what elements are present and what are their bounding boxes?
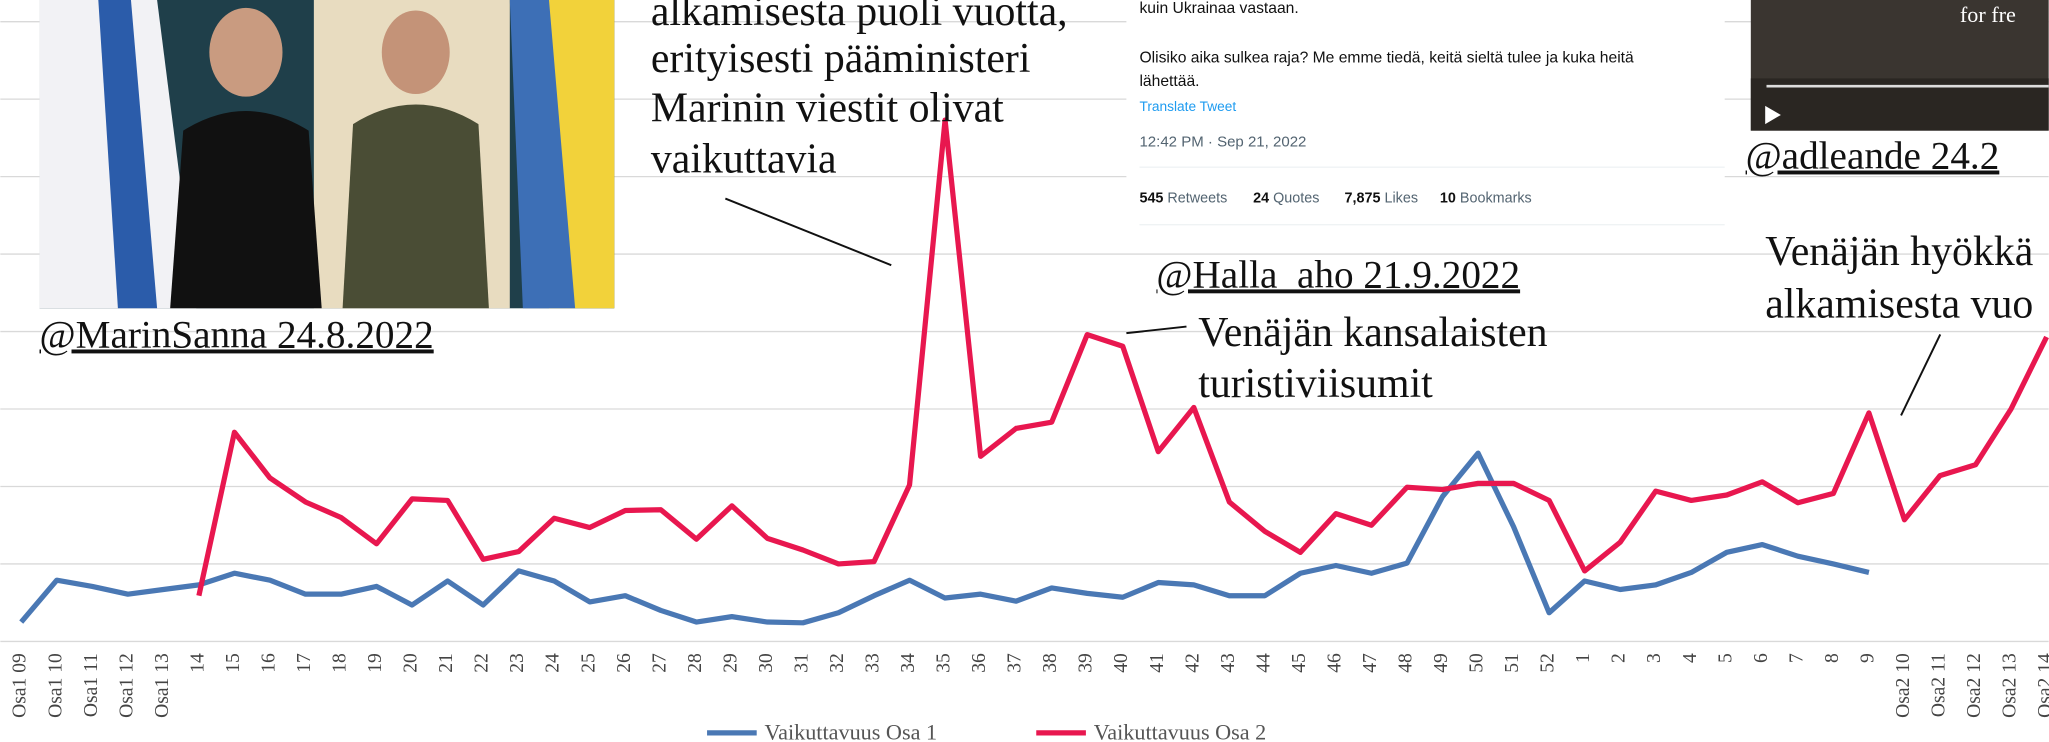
x-tick-label: Osa1 11 <box>81 653 102 717</box>
x-tick-label: 39 <box>1076 653 1097 673</box>
tweet: kuin Ukrainaa vastaan. Olisiko aika sulk… <box>1126 0 1724 225</box>
x-tick-label: 45 <box>1289 653 1310 673</box>
x-tick-label: 37 <box>1005 653 1026 673</box>
x-tick-label: 36 <box>969 653 990 673</box>
x-tick-label: Osa2 14 <box>2035 653 2049 718</box>
x-tick-label: 21 <box>436 653 457 673</box>
annotation: turistiviisumit <box>1198 361 1433 407</box>
tweet-stat[interactable]: 545 Retweets <box>1139 190 1227 206</box>
annotation: alkamisesta vuo <box>1765 281 2033 327</box>
stat-label: Likes <box>1384 190 1418 206</box>
series-line <box>21 453 1869 623</box>
x-tick-label: 20 <box>401 653 422 673</box>
leader-line <box>725 199 891 266</box>
x-tick-label: 25 <box>578 653 599 673</box>
x-tick-label: Osa1 09 <box>10 653 31 718</box>
video-caption: for fre <box>1960 2 2016 27</box>
tweet-time: 12:42 PM · Sep 21, 2022 <box>1139 133 1306 150</box>
annotation: Venäjän hyökkä <box>1765 229 2033 275</box>
x-tick-label: 48 <box>1395 653 1416 673</box>
x-tick-label: 44 <box>1253 653 1274 673</box>
leader-line <box>1901 334 1940 415</box>
tweet-text: kuin Ukrainaa vastaan. <box>1139 0 1298 17</box>
stat-label: Quotes <box>1273 190 1319 206</box>
x-tick-label: 23 <box>507 653 528 673</box>
tweet-stat[interactable]: 24 Quotes <box>1253 190 1319 206</box>
x-tick-label: 32 <box>827 653 848 673</box>
tweet-stat[interactable]: 10 Bookmarks <box>1440 190 1532 206</box>
x-tick-label: 43 <box>1218 653 1239 673</box>
legend-label: Vaikuttavuus Osa 2 <box>1094 719 1267 742</box>
x-tick-label: 14 <box>187 653 208 673</box>
annotation: erityisesti pääministeri <box>651 36 1031 82</box>
stat-count: 10 <box>1440 190 1456 206</box>
x-tick-label: 17 <box>294 653 315 673</box>
x-tick-label: 8 <box>1822 653 1843 663</box>
annotation: Marinin viestit olivat <box>651 85 1004 131</box>
x-tick-label: 22 <box>472 653 493 673</box>
stat-count: 545 <box>1139 190 1163 206</box>
tweet-stat[interactable]: 7,875 Likes <box>1345 190 1418 206</box>
x-tick-label: 19 <box>365 653 386 673</box>
translate-link[interactable]: Translate Tweet <box>1139 99 1236 114</box>
x-tick-label: 5 <box>1715 653 1736 663</box>
legend-label: Vaikuttavuus Osa 1 <box>765 719 938 742</box>
chart: Osa1 09Osa1 10Osa1 11Osa1 12Osa1 1314151… <box>0 0 2049 742</box>
x-tick-label: 30 <box>756 653 777 673</box>
x-tick-label: Osa2 13 <box>2000 653 2021 718</box>
x-tick-label: 35 <box>934 653 955 673</box>
annotation-caption: @adleande 24.2 <box>1746 135 2000 178</box>
stat-count: 24 <box>1253 190 1269 206</box>
video: for fre <box>1751 0 2049 131</box>
x-tick-label: 26 <box>614 653 635 673</box>
x-tick-label: 38 <box>1040 653 1061 673</box>
x-tick-label: 3 <box>1644 653 1665 663</box>
x-tick-label: 46 <box>1324 653 1345 673</box>
x-tick-label: 7 <box>1786 653 1807 663</box>
x-tick-label: 40 <box>1111 653 1132 673</box>
x-tick-label: 50 <box>1467 653 1488 673</box>
x-tick-label: Osa1 12 <box>116 653 137 718</box>
x-tick-label: 33 <box>863 653 884 673</box>
tweet-text: lähettää. <box>1139 73 1199 90</box>
stat-label: Bookmarks <box>1460 190 1532 206</box>
photo <box>40 0 615 308</box>
tweet-text: Olisiko aika sulkea raja? Me emme tiedä,… <box>1139 50 1634 67</box>
x-tick-label: 16 <box>258 653 279 673</box>
x-tick-label: 24 <box>543 653 564 673</box>
x-tick-label: Osa2 10 <box>1893 653 1914 718</box>
annotation-caption: @MarinSanna 24.8.2022 <box>40 313 434 356</box>
stat-count: 7,875 <box>1345 190 1381 206</box>
x-tick-label: 18 <box>330 653 351 673</box>
x-tick-label: Osa1 10 <box>45 653 66 718</box>
x-tick-label: 47 <box>1360 653 1381 673</box>
x-tick-label: 9 <box>1857 653 1878 663</box>
x-tick-label: 41 <box>1147 653 1168 673</box>
x-tick-label: 51 <box>1502 653 1523 673</box>
stat-label: Retweets <box>1167 190 1227 206</box>
annotation-caption: @Halla_aho 21.9.2022 <box>1156 253 1520 296</box>
x-tick-label: 42 <box>1182 653 1203 673</box>
x-tick-label: 31 <box>791 653 812 673</box>
x-tick-label: 34 <box>898 653 919 673</box>
annotation: Venäjän kansalaisten <box>1198 310 1547 356</box>
x-tick-label: 2 <box>1609 653 1630 663</box>
annotation: alkamisesta puoli vuotta, <box>651 0 1068 35</box>
x-tick-label: 4 <box>1680 653 1701 663</box>
x-tick-label: Osa1 13 <box>152 653 173 718</box>
x-tick-label: 15 <box>223 653 244 673</box>
x-tick-label: Osa2 11 <box>1928 653 1949 717</box>
x-tick-label: Osa2 12 <box>1964 653 1985 718</box>
legend: Vaikuttavuus Osa 1 Vaikuttavuus Osa 2 <box>707 719 1266 742</box>
x-tick-label: 52 <box>1538 653 1559 673</box>
x-tick-label: 28 <box>685 653 706 673</box>
x-tick-label: 49 <box>1431 653 1452 673</box>
x-tick-label: 6 <box>1751 653 1772 663</box>
x-tick-label: 1 <box>1573 653 1594 663</box>
annotation: vaikuttavia <box>651 136 837 182</box>
x-tick-label: 27 <box>649 653 670 673</box>
x-tick-label: 29 <box>720 653 741 673</box>
